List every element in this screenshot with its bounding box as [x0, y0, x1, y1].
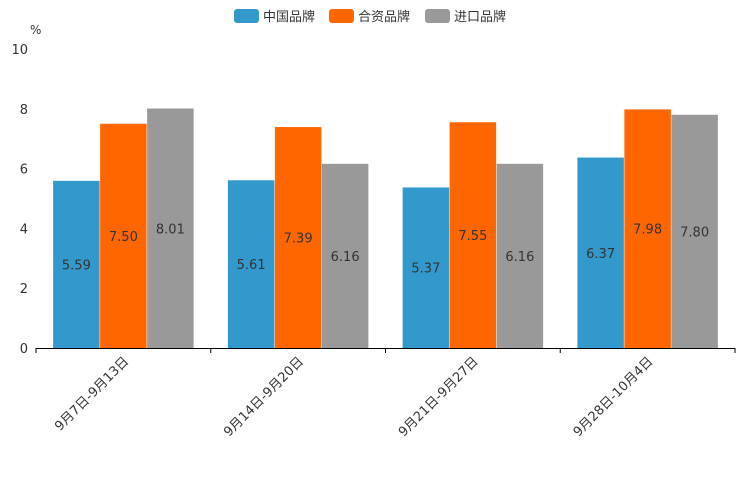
bar: [147, 108, 194, 348]
bar-value-label: 7.39: [284, 232, 313, 247]
bar: [496, 163, 544, 348]
x-tick-label: 9月7日-9月13日: [52, 354, 132, 434]
bar-value-label: 7.55: [458, 229, 487, 244]
x-axis: [35, 348, 736, 353]
legend-swatch: [425, 9, 450, 23]
bar-value-label: 6.37: [586, 247, 615, 262]
bar: [402, 187, 450, 348]
y-tick-label: 8: [20, 103, 28, 118]
legend-label: 合资品牌: [358, 9, 410, 25]
bar: [449, 122, 497, 348]
legend-swatch: [329, 9, 354, 23]
bar-value-label: 5.61: [237, 258, 266, 273]
bar-value-labels: 5.59 7.50 8.01 5.61 7.39 6.16 5.37 7.55 6.16 6.37…: [62, 222, 709, 276]
bar: [624, 109, 671, 348]
legend-label: 中国品牌: [263, 9, 315, 25]
bar: [321, 163, 369, 348]
y-axis-ticks: 0 2 4 6 8 10: [11, 43, 28, 357]
y-tick-label: 10: [11, 43, 28, 58]
bar: [100, 123, 147, 348]
bar: [671, 114, 718, 348]
x-axis-ticks: 9月7日-9月13日 9月14日-9月20日 9月21日-9月27日 9月28日-10…: [52, 354, 656, 440]
y-tick-label: 0: [20, 342, 28, 357]
x-tick-label: 9月28日-10月4日: [571, 354, 657, 440]
bar-value-label: 6.16: [505, 250, 534, 265]
bar-value-label: 6.16: [331, 250, 360, 265]
bar: [274, 127, 322, 348]
legend-swatch: [234, 9, 259, 23]
bar-value-label: 7.50: [109, 230, 138, 245]
y-tick-label: 4: [20, 222, 28, 237]
bar: [227, 180, 275, 348]
bar-value-label: 5.59: [62, 258, 91, 273]
y-tick-label: 6: [20, 163, 28, 178]
legend-label: 进口品牌: [454, 9, 506, 25]
bar-value-label: 5.37: [411, 262, 440, 277]
y-tick-label: 2: [20, 282, 28, 297]
bar-value-label: 7.98: [633, 223, 662, 238]
bars: [53, 108, 718, 348]
bar: [577, 157, 624, 348]
y-axis-unit-label: %: [30, 23, 41, 37]
bar: [53, 180, 100, 348]
legend: 中国品牌 合资品牌 进口品牌: [234, 9, 506, 25]
bar-value-label: 8.01: [156, 222, 185, 237]
bar-value-label: 7.80: [680, 225, 709, 240]
x-tick-label: 9月21日-9月27日: [396, 354, 482, 440]
x-tick-label: 9月14日-9月20日: [221, 354, 307, 440]
